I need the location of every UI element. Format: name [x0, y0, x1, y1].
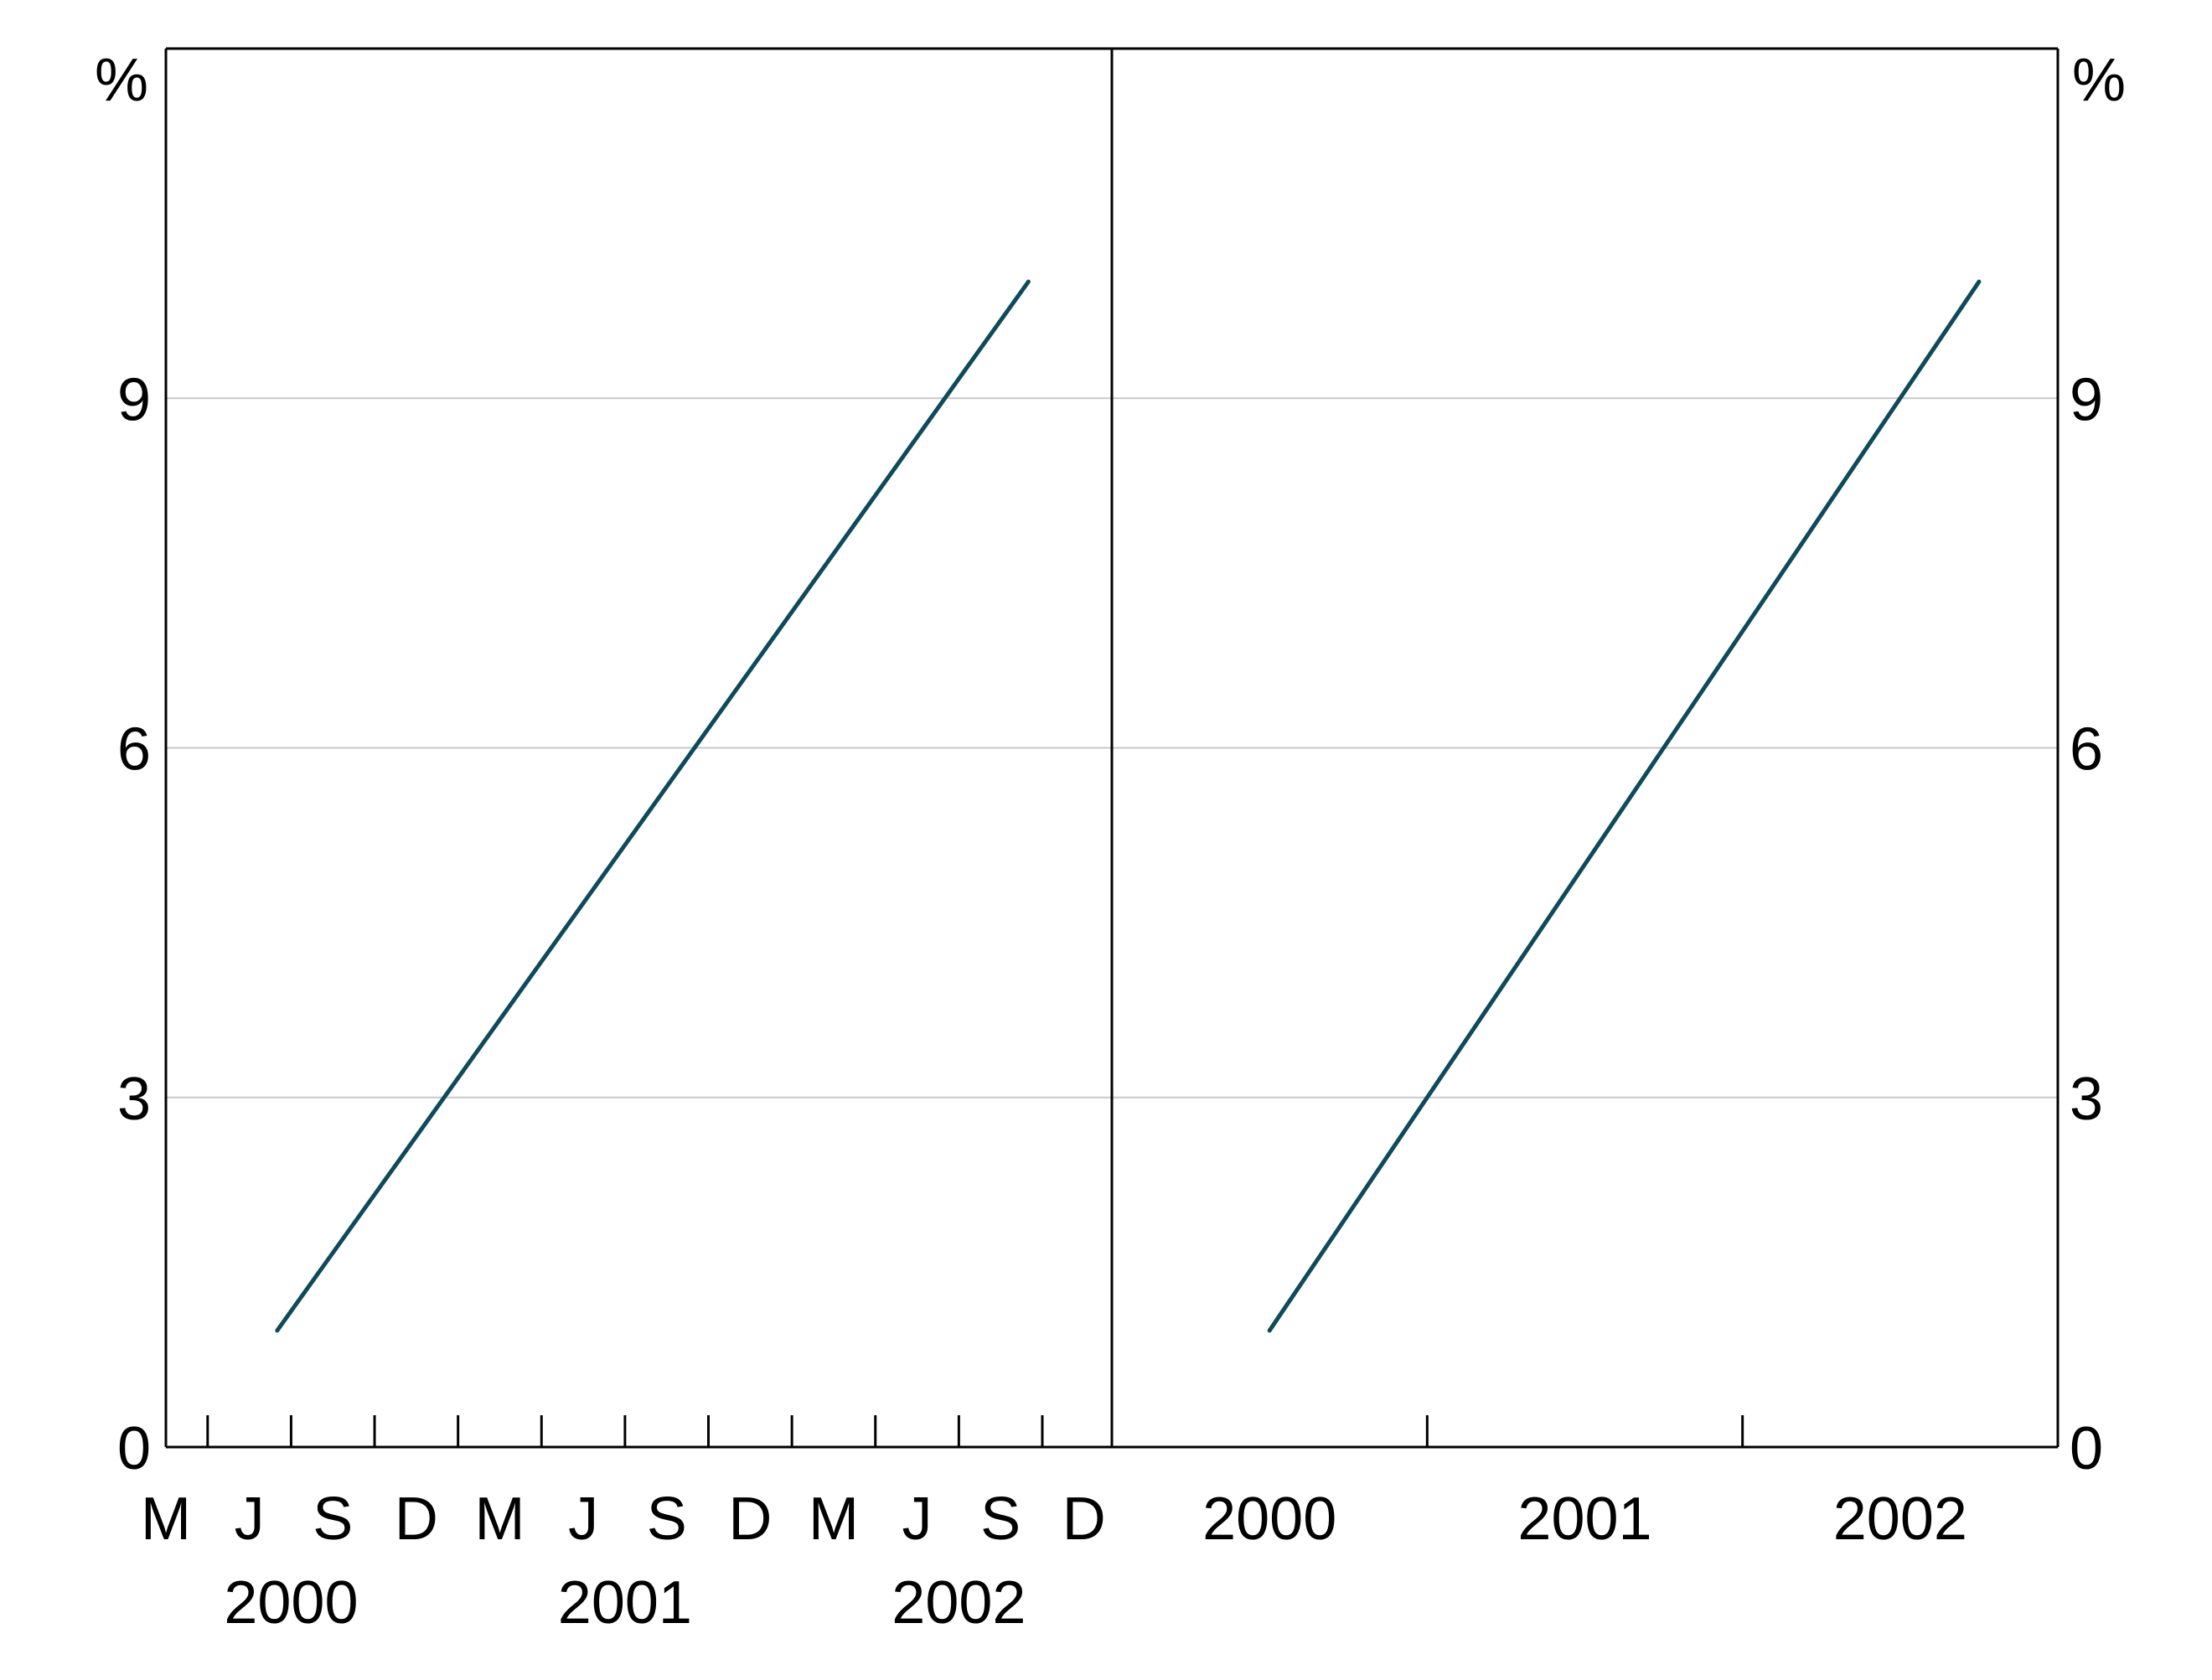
- x-year-label-left-2002: 2002: [892, 1569, 1026, 1636]
- x-year-label-left-2000: 2000: [224, 1569, 358, 1636]
- x-month-label-1: J: [235, 1486, 265, 1553]
- x-month-label-7: D: [728, 1486, 772, 1553]
- x-year-label-left-2001: 2001: [558, 1569, 692, 1636]
- x-month-label-8: M: [809, 1486, 859, 1553]
- x-year-label-right-2002: 2002: [1833, 1486, 1967, 1553]
- series-layer: [275, 279, 1982, 1333]
- x-month-label-10: S: [980, 1486, 1021, 1553]
- x-month-label-9: J: [902, 1486, 933, 1553]
- y-tick-label-right-6: 6: [2070, 716, 2103, 783]
- y-unit-label-right: %: [2072, 47, 2126, 114]
- y-tick-label-left-9: 9: [117, 366, 151, 433]
- x-month-label-6: S: [647, 1486, 687, 1553]
- y-tick-label-right-0: 0: [2070, 1415, 2103, 1482]
- y-unit-label-left: %: [95, 47, 148, 114]
- y-tick-label-left-6: 6: [117, 716, 151, 783]
- axis-ticks: [206, 1415, 1744, 1447]
- y-tick-label-right-9: 9: [2070, 366, 2103, 433]
- y-tick-label-left-0: 0: [117, 1415, 151, 1482]
- y-tick-label-left-3: 3: [117, 1066, 151, 1133]
- x-month-label-11: D: [1062, 1486, 1106, 1553]
- x-month-label-5: J: [568, 1486, 598, 1553]
- x-month-label-4: M: [474, 1486, 525, 1553]
- series-line-right-0: [1267, 279, 1982, 1333]
- x-year-label-right-2000: 2000: [1202, 1486, 1336, 1553]
- x-month-label-2: S: [313, 1486, 353, 1553]
- series-line-left-0: [275, 279, 1031, 1333]
- y-tick-label-right-3: 3: [2070, 1066, 2103, 1133]
- x-month-label-0: M: [141, 1486, 191, 1553]
- x-month-label-3: D: [395, 1486, 438, 1553]
- x-year-label-right-2001: 2001: [1517, 1486, 1651, 1553]
